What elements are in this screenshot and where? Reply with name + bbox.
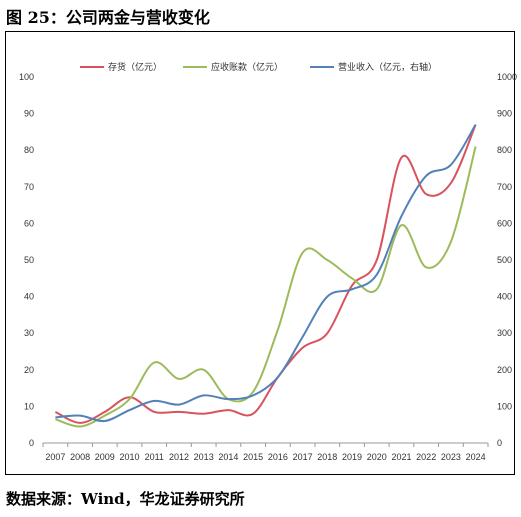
left-y-tick-label: 0 bbox=[29, 438, 34, 448]
x-tick-label: 2011 bbox=[145, 452, 164, 462]
right-y-tick-label: 300 bbox=[497, 328, 512, 338]
legend-label-1: 应收账款（亿元） bbox=[211, 61, 283, 73]
right-y-tick-label: 100 bbox=[497, 401, 512, 411]
x-tick-label: 2020 bbox=[367, 452, 387, 462]
left-y-tick-label: 70 bbox=[24, 182, 34, 192]
x-tick-label: 2008 bbox=[70, 452, 90, 462]
series-line-0 bbox=[54, 124, 477, 424]
left-y-tick-label: 60 bbox=[24, 218, 34, 228]
chart-axes: 2007 2008 2009 2010 2011 2012 2013 2014 2015 2016… bbox=[19, 72, 517, 462]
x-tick-label: 2023 bbox=[441, 452, 461, 462]
x-tick-label: 2022 bbox=[416, 452, 436, 462]
left-y-tick-label: 40 bbox=[24, 292, 34, 302]
left-y-tick-label: 30 bbox=[24, 328, 34, 338]
figure-title: 图 25：公司两金与营收变化 bbox=[6, 8, 210, 27]
right-y-tick-label: 1000 bbox=[497, 72, 517, 82]
x-tick-label: 2010 bbox=[120, 452, 140, 462]
x-tick-label: 2021 bbox=[391, 452, 411, 462]
x-tick-label: 2017 bbox=[293, 452, 313, 462]
right-y-tick-label: 0 bbox=[497, 438, 502, 448]
left-y-tick-label: 100 bbox=[19, 72, 34, 82]
right-y-tick-label: 400 bbox=[497, 292, 512, 302]
x-tick-label: 2007 bbox=[45, 452, 65, 462]
left-y-tick-label: 20 bbox=[24, 365, 34, 375]
chart-frame bbox=[5, 31, 515, 475]
x-tick-label: 2024 bbox=[466, 452, 486, 462]
right-y-tick-label: 200 bbox=[497, 365, 512, 375]
legend-label-0: 存货（亿元） bbox=[108, 61, 162, 73]
left-y-tick-label: 90 bbox=[24, 109, 34, 119]
x-tick-label: 2015 bbox=[243, 452, 263, 462]
chart-legend: 存货（亿元） 应收账款（亿元） 营业收入（亿元，右轴） bbox=[80, 61, 437, 73]
right-y-tick-label: 500 bbox=[497, 255, 512, 265]
legend-label-2: 营业收入（亿元，右轴） bbox=[338, 61, 437, 73]
series-line-1 bbox=[55, 146, 477, 428]
right-y-tick-label: 700 bbox=[497, 182, 512, 192]
chart-series bbox=[54, 124, 477, 428]
x-tick-label: 2016 bbox=[268, 452, 288, 462]
series-line-2 bbox=[55, 124, 477, 423]
right-y-tick-label: 800 bbox=[497, 145, 512, 155]
left-y-tick-label: 10 bbox=[24, 401, 34, 411]
x-tick-label: 2018 bbox=[317, 452, 337, 462]
x-tick-label: 2013 bbox=[194, 452, 214, 462]
x-tick-label: 2014 bbox=[218, 452, 238, 462]
left-y-tick-label: 50 bbox=[24, 255, 34, 265]
data-source: 数据来源：Wind，华龙证券研究所 bbox=[6, 490, 245, 508]
right-y-tick-label: 600 bbox=[497, 218, 512, 228]
x-tick-label: 2009 bbox=[95, 452, 115, 462]
line-chart: 2007 2008 2009 2010 2011 2012 2013 2014 2015 2016… bbox=[19, 61, 517, 462]
left-y-tick-label: 80 bbox=[24, 145, 34, 155]
x-tick-label: 2012 bbox=[169, 452, 189, 462]
x-tick-label: 2019 bbox=[342, 452, 362, 462]
right-y-tick-label: 900 bbox=[497, 109, 512, 119]
